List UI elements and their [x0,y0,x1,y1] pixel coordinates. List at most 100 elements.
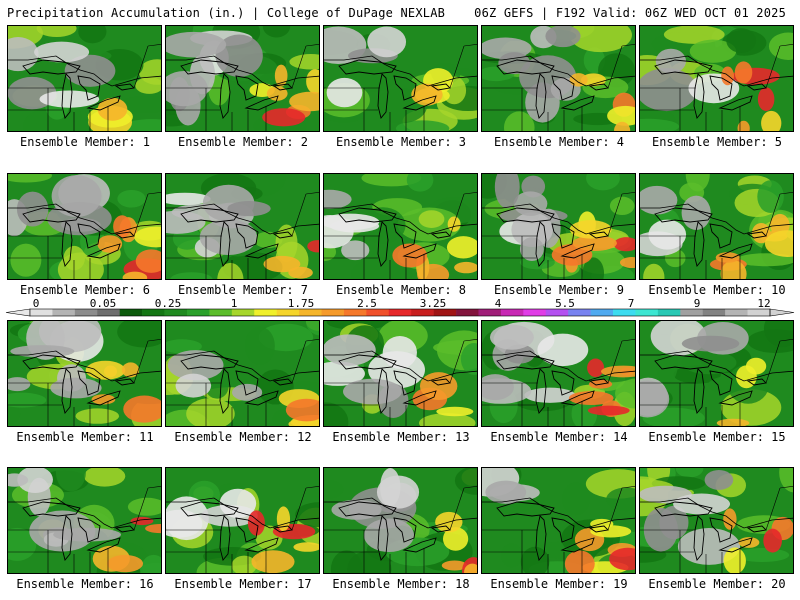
ensemble-member-label: Ensemble Member: 6 [19,283,151,297]
colorbar-swatch [343,309,367,316]
ensemble-member-label: Ensemble Member: 13 [332,430,470,444]
colorbar-swatch [433,309,457,316]
ensemble-member-map [7,25,162,132]
ensemble-member-map [323,467,478,574]
colorbar-swatch [613,309,636,316]
colorbar-swatch [52,309,76,316]
colorbar-tick-label: 1 [230,297,238,310]
colorbar-swatch [747,309,771,316]
precip-field [324,321,477,426]
colorbar-low-arrow [5,308,31,317]
colorbar-swatch [231,309,255,316]
ensemble-member-label: Ensemble Member: 4 [493,135,625,149]
ensemble-member-map [639,25,794,132]
precip-field [482,26,635,131]
ensemble-member-map [7,320,162,427]
ensemble-member-label: Ensemble Member: 14 [490,430,628,444]
colorbar-tick-label: 9 [693,297,701,310]
ensemble-member-map [7,173,162,280]
precip-field [324,26,477,131]
ensemble-member-label: Ensemble Member: 9 [493,283,625,297]
colorbar-tick-label: 2.5 [357,297,377,310]
colorbar-tick-label: 0 [32,297,40,310]
colorbar-swatch [702,309,726,316]
precip-colorbar [5,308,795,317]
colorbar-swatch [500,309,524,316]
ensemble-member-map [165,320,320,427]
colorbar-swatch [299,309,322,316]
colorbar-swatch [276,309,300,316]
colorbar-tick-label: 3.25 [419,297,447,310]
colorbar-tick-label: 12 [757,297,771,310]
colorbar-swatch [478,309,502,316]
ensemble-member-label: Ensemble Member: 5 [651,135,783,149]
precip-field [166,26,319,131]
ensemble-member-label: Ensemble Member: 20 [648,577,786,591]
ensemble-member-label: Ensemble Member: 19 [490,577,628,591]
ensemble-member-map [323,320,478,427]
colorbar-swatch [30,309,53,316]
ensemble-member-label: Ensemble Member: 2 [177,135,309,149]
colorbar-tick-label: 1.75 [287,297,315,310]
ensemble-member-label: Ensemble Member: 8 [335,283,467,297]
precip-field [166,174,319,279]
precip-field [8,321,161,426]
colorbar-swatch [142,309,165,316]
ensemble-member-label: Ensemble Member: 1 [19,135,151,149]
ensemble-member-map [481,467,636,574]
precip-field [166,321,319,426]
precip-field [8,174,161,279]
ensemble-member-label: Ensemble Member: 12 [174,430,312,444]
colorbar-swatch [635,309,659,316]
colorbar-high-arrow [769,308,795,317]
ensemble-member-label: Ensemble Member: 15 [648,430,786,444]
model-valid-time: 06Z GEFS | F192 Valid: 06Z WED OCT 01 20… [474,6,786,20]
colorbar-swatch [545,309,569,316]
ensemble-member-label: Ensemble Member: 11 [16,430,154,444]
ensemble-member-map [481,173,636,280]
precip-field [640,468,793,573]
colorbar-swatch [366,309,390,316]
colorbar-swatch [119,309,143,316]
ensemble-member-map [639,320,794,427]
precip-field [640,26,793,131]
colorbar-swatch [254,309,277,316]
colorbar-swatch [725,309,748,316]
colorbar-tick-label: 0.05 [89,297,117,310]
precip-field [482,174,635,279]
precip-field [166,468,319,573]
colorbar-tick-label: 7 [627,297,635,310]
ensemble-member-label: Ensemble Member: 10 [648,283,786,297]
colorbar-swatch [97,309,120,316]
colorbar-swatch [523,309,547,316]
colorbar-swatch [657,309,681,316]
ensemble-member-label: Ensemble Member: 18 [332,577,470,591]
colorbar-swatch [74,309,98,316]
ensemble-member-map [323,173,478,280]
precip-field [324,468,477,573]
map-title: Precipitation Accumulation (in.) | Colle… [7,6,446,20]
colorbar-tick-label: 5.5 [555,297,575,310]
colorbar-swatch [388,309,412,316]
precip-field [482,321,635,426]
colorbar-swatch [411,309,434,316]
ensemble-member-map [165,467,320,574]
ensemble-member-map [323,25,478,132]
precip-field [640,174,793,279]
ensemble-member-label: Ensemble Member: 16 [16,577,154,591]
colorbar-swatch [164,309,188,316]
ensemble-member-map [639,467,794,574]
colorbar-tick-label: 0.25 [154,297,182,310]
ensemble-member-map [639,173,794,280]
ensemble-member-map [481,320,636,427]
colorbar-swatch [568,309,591,316]
precip-field [8,26,161,131]
ensemble-member-map [481,25,636,132]
colorbar-swatch [186,309,210,316]
ensemble-member-label: Ensemble Member: 17 [174,577,312,591]
colorbar-swatch [680,309,704,316]
ensemble-member-label: Ensemble Member: 7 [177,283,309,297]
colorbar-swatch [321,309,345,316]
precip-field [482,468,635,573]
ensemble-member-map [165,173,320,280]
